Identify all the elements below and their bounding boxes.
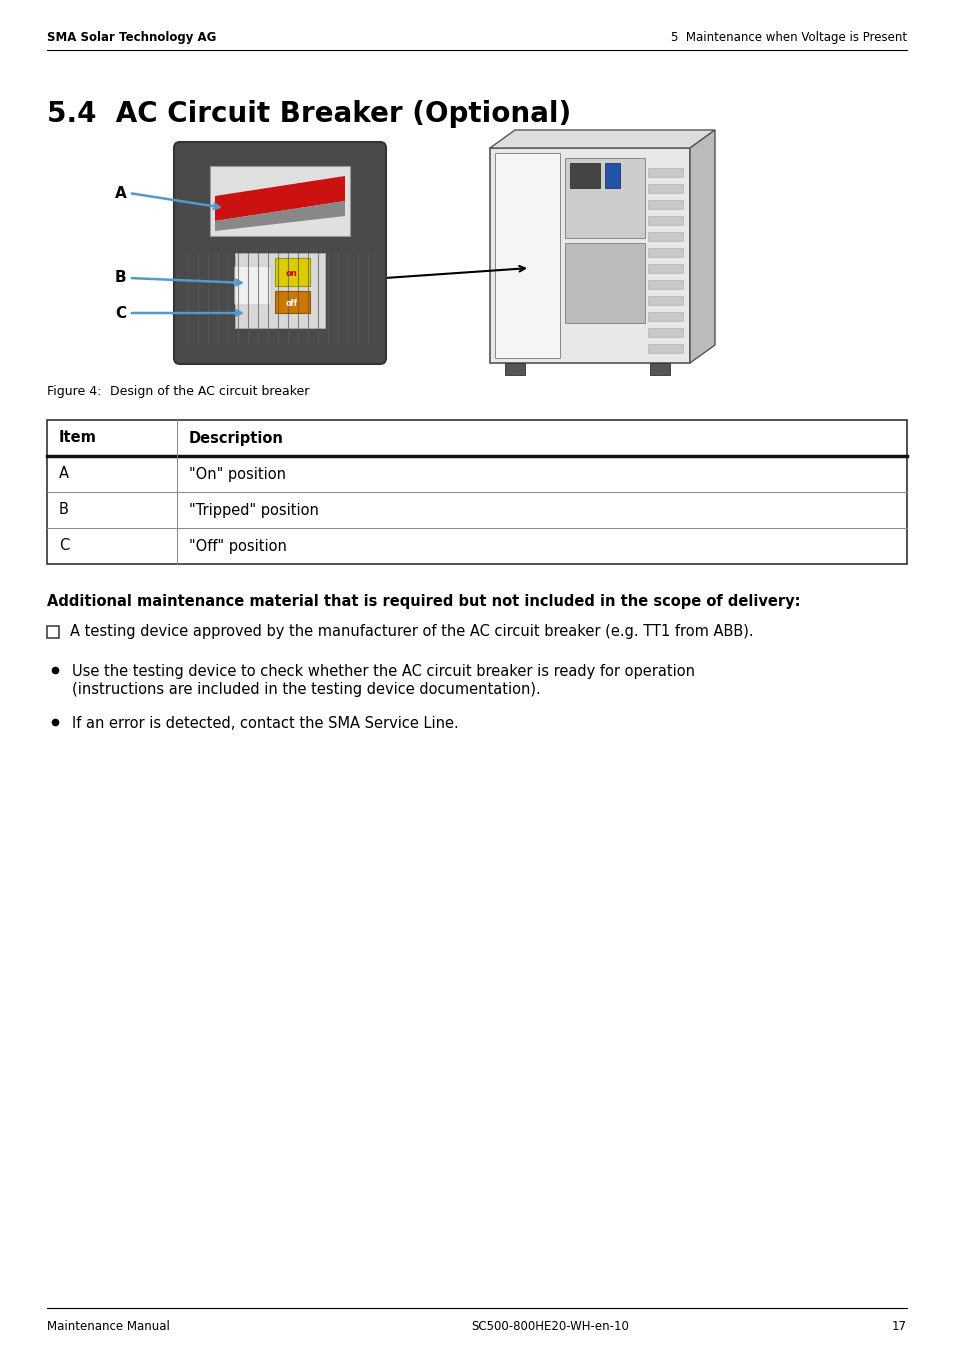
Text: SMA Solar Technology AG: SMA Solar Technology AG [47, 31, 216, 45]
Polygon shape [214, 176, 345, 220]
Text: A: A [59, 466, 69, 481]
Bar [647, 216, 682, 224]
Bar [647, 233, 682, 241]
Bar [647, 247, 682, 257]
FancyBboxPatch shape [234, 266, 271, 306]
Text: on: on [286, 269, 297, 277]
Bar [647, 343, 682, 353]
Text: Item: Item [59, 430, 97, 446]
Text: "Tripped" position: "Tripped" position [189, 503, 318, 518]
Text: Figure 4:: Figure 4: [47, 385, 101, 397]
Text: If an error is detected, contact the SMA Service Line.: If an error is detected, contact the SMA… [71, 717, 458, 731]
Bar [647, 168, 682, 177]
Bar [564, 158, 644, 238]
Text: 17: 17 [891, 1320, 906, 1333]
Text: 5  Maintenance when Voltage is Present: 5 Maintenance when Voltage is Present [670, 31, 906, 45]
Text: off: off [286, 299, 297, 307]
Text: (instructions are included in the testing device documentation).: (instructions are included in the testin… [71, 681, 540, 698]
Bar [647, 264, 682, 273]
Text: SC500-800HE20-WH-en-10: SC500-800HE20-WH-en-10 [471, 1320, 628, 1333]
Bar [564, 243, 644, 323]
Text: B: B [59, 503, 69, 518]
Bar [647, 280, 682, 289]
Bar [210, 166, 350, 237]
Text: "Off" position: "Off" position [189, 538, 287, 553]
Bar [647, 296, 682, 306]
Bar [649, 362, 669, 375]
Text: C: C [59, 538, 70, 553]
Bar [647, 184, 682, 193]
Bar [47, 420, 906, 564]
Text: A testing device approved by the manufacturer of the AC circuit breaker (e.g. TT: A testing device approved by the manufac… [70, 625, 753, 639]
Bar [647, 329, 682, 337]
Bar [274, 258, 310, 287]
Text: Description: Description [189, 430, 284, 446]
Polygon shape [214, 201, 345, 231]
Text: A: A [115, 185, 127, 200]
FancyBboxPatch shape [173, 142, 386, 364]
Text: B: B [115, 270, 127, 285]
Bar [647, 312, 682, 320]
Text: Maintenance Manual: Maintenance Manual [47, 1320, 170, 1333]
Text: "On" position: "On" position [189, 466, 286, 481]
Bar [490, 147, 689, 362]
Bar [234, 253, 325, 329]
Polygon shape [490, 130, 714, 147]
Bar [604, 164, 619, 188]
Text: Use the testing device to check whether the AC circuit breaker is ready for oper: Use the testing device to check whether … [71, 664, 695, 679]
Text: Design of the AC circuit breaker: Design of the AC circuit breaker [110, 385, 309, 397]
Bar [647, 200, 682, 210]
Text: 5.4  AC Circuit Breaker (Optional): 5.4 AC Circuit Breaker (Optional) [47, 100, 571, 128]
Bar [274, 291, 310, 314]
Bar [504, 362, 524, 375]
Bar [569, 164, 599, 188]
Text: C: C [115, 306, 126, 320]
Polygon shape [689, 130, 714, 362]
Text: Additional maintenance material that is required but not included in the scope o: Additional maintenance material that is … [47, 594, 800, 608]
Bar [47, 626, 59, 638]
Bar [495, 153, 559, 358]
